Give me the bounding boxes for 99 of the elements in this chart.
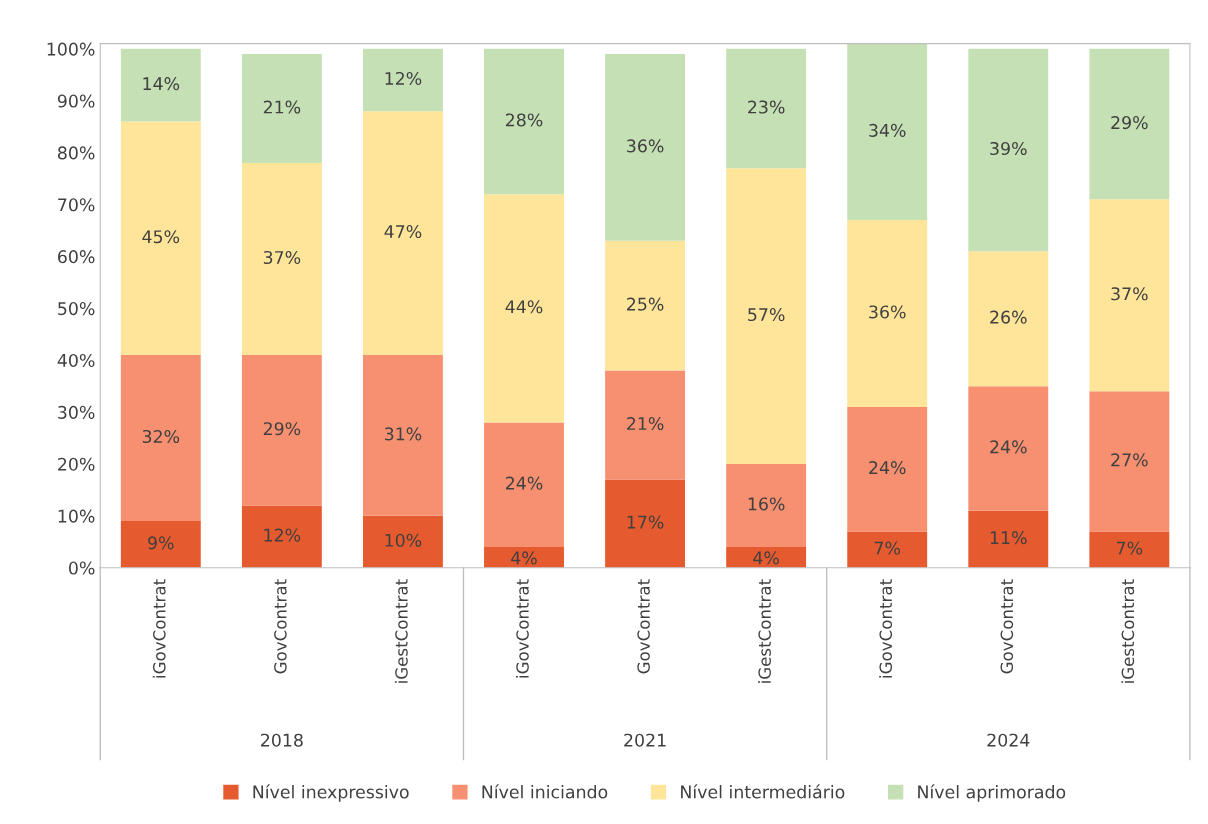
data-label: 17% — [627, 515, 664, 529]
bar — [847, 43, 928, 221]
legend-label: Nível intermediário — [681, 784, 845, 799]
y-tick-label: 80% — [57, 146, 95, 160]
bar — [484, 194, 564, 423]
bar — [968, 251, 1049, 387]
legend-label: Nível iniciando — [482, 784, 608, 799]
y-tick-label: 20% — [58, 457, 95, 471]
data-label: 7% — [874, 541, 901, 555]
text: 2024 — [987, 733, 1030, 747]
bar — [120, 121, 201, 355]
data-label: 36% — [869, 305, 906, 319]
data-label: 29% — [1111, 116, 1148, 130]
bar — [968, 386, 1049, 511]
legend-label: Nível inexpressivo — [253, 784, 409, 802]
data-label: 25% — [627, 297, 664, 311]
data-label: 36% — [627, 139, 664, 153]
data-label: 34% — [869, 123, 906, 137]
data-label: 16% — [748, 497, 785, 511]
data-label: 57% — [748, 307, 785, 322]
data-label: 45% — [142, 230, 180, 244]
bar — [484, 422, 564, 547]
bar — [362, 48, 443, 112]
bar — [968, 48, 1049, 252]
data-label: 47% — [384, 224, 422, 239]
data-label: 4% — [753, 551, 779, 565]
bar — [847, 220, 928, 407]
bar — [120, 48, 201, 122]
y-tick-label: 0% — [69, 561, 95, 575]
bar — [1089, 531, 1170, 568]
data-label: 27% — [1111, 453, 1148, 467]
bar — [726, 168, 807, 464]
x-tick-label: iGestContrat — [758, 579, 771, 683]
bar — [605, 370, 686, 480]
y-tick-label: 30% — [58, 405, 95, 419]
data-label: 28% — [505, 113, 543, 127]
x-tick-label: GovContrat — [274, 579, 287, 674]
bar — [241, 163, 322, 355]
x-tick-label: iGovContrat — [879, 579, 893, 678]
bar — [605, 240, 686, 371]
x-tick-label: iGovContrat — [515, 579, 529, 678]
data-label: 24% — [869, 461, 906, 475]
data-label: 21% — [627, 416, 664, 431]
data-label: 12% — [264, 528, 301, 542]
data-label: 24% — [990, 440, 1027, 454]
data-label: 4% — [511, 551, 537, 565]
x-tick-label: iGestContrat — [1121, 579, 1135, 683]
data-label: 39% — [990, 141, 1027, 156]
x-tick-label: iGovContrat — [152, 579, 166, 678]
text: 2021 — [624, 733, 666, 747]
data-label: 7% — [1117, 541, 1143, 555]
bar — [484, 546, 564, 568]
bar — [362, 111, 443, 355]
bar — [241, 54, 322, 164]
y-tick-label: 40% — [57, 353, 95, 368]
bar — [605, 479, 686, 568]
bar — [726, 463, 807, 547]
x-tick-label: GovContrat — [1000, 579, 1014, 674]
bar — [1089, 48, 1170, 200]
bar — [968, 510, 1049, 568]
data-label: 24% — [505, 476, 543, 490]
y-tick-label: 50% — [58, 302, 95, 316]
y-tick-label: 70% — [58, 198, 95, 212]
bar — [726, 48, 807, 169]
bar — [484, 48, 564, 195]
bar — [120, 355, 201, 522]
data-label: 31% — [384, 427, 422, 441]
x-tick-label: iGestContrat — [394, 579, 408, 683]
bar — [605, 54, 686, 241]
y-tick-label: 10% — [58, 509, 95, 523]
data-label: 21% — [263, 100, 301, 114]
data-label: 44% — [505, 300, 543, 314]
data-label: 32% — [142, 429, 180, 444]
bar — [241, 505, 322, 568]
data-label: 23% — [748, 100, 785, 114]
bar — [241, 355, 322, 506]
data-label: 10% — [385, 533, 422, 547]
data-label: 12% — [385, 71, 422, 86]
data-label: 37% — [263, 250, 301, 265]
bar — [362, 515, 443, 568]
legend-label: Nível aprimorado — [918, 784, 1066, 802]
bar — [1089, 391, 1170, 532]
bar — [847, 531, 928, 568]
text: 2018 — [261, 733, 303, 747]
data-label: 37% — [1111, 287, 1148, 301]
bar — [726, 546, 807, 568]
bar — [120, 521, 201, 568]
bar — [362, 355, 443, 516]
x-tick-label: GovContrat — [637, 579, 650, 674]
data-label: 26% — [990, 310, 1027, 324]
data-label: 11% — [990, 531, 1027, 545]
y-tick-label: 100% — [47, 42, 95, 56]
bar — [1089, 199, 1170, 392]
data-label: 9% — [148, 536, 174, 550]
y-tick-label: 60% — [58, 250, 95, 264]
bar — [847, 406, 928, 532]
y-tick-label: 90% — [57, 94, 95, 108]
data-label: 14% — [143, 77, 180, 91]
data-label: 29% — [263, 422, 301, 436]
